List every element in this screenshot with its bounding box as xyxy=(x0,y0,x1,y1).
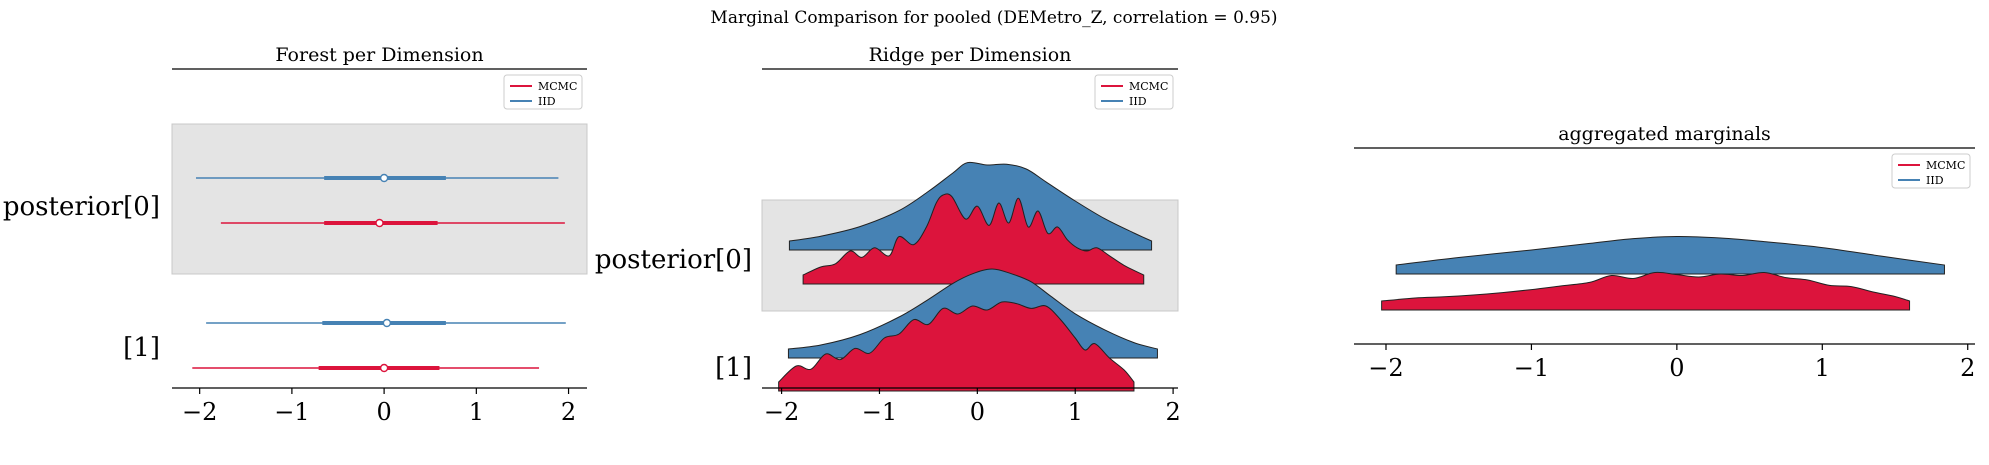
ridge-1 xyxy=(802,193,1145,285)
median-point-1 xyxy=(379,173,389,183)
ridge-0 xyxy=(1395,235,1945,275)
panel-title: aggregated marginals xyxy=(1558,123,1771,145)
x-tick-label: 1 xyxy=(1815,354,1830,382)
x-tick-label: 1 xyxy=(469,398,484,426)
legend-label-mcmc: MCMC xyxy=(1129,80,1168,93)
median-point-2 xyxy=(379,363,389,373)
ridge-0 xyxy=(788,161,1153,251)
x-tick-label: −1 xyxy=(1514,354,1549,382)
legend-label-iid: IID xyxy=(1129,95,1147,108)
panel-title: Ridge per Dimension xyxy=(869,44,1072,66)
x-tick-label: −1 xyxy=(862,398,897,426)
median-point-0 xyxy=(375,218,384,228)
ridge-3 xyxy=(778,301,1135,392)
x-tick-label: 0 xyxy=(1669,354,1684,382)
legend-label-iid: IID xyxy=(1926,174,1944,187)
x-tick-label: 2 xyxy=(561,398,576,426)
dimension-band xyxy=(171,123,588,275)
figure-suptitle: Marginal Comparison for pooled (DEMetro_… xyxy=(710,8,1277,28)
forest-panel: Forest per Dimension posterior[0] [1] −2 −1 0… xyxy=(3,44,588,426)
dimension-label: [1] xyxy=(715,353,752,383)
legend-label-mcmc: MCMC xyxy=(1926,159,1965,172)
x-tick-label: 0 xyxy=(970,398,985,426)
aggregated-panel: aggregated marginals −2 −1 0 1 2 MCMC IID xyxy=(1354,123,1975,382)
ridge-panel: Ridge per Dimension posterior[0] [1] −2 −1 0 1… xyxy=(595,44,1181,426)
x-tick-label: −2 xyxy=(1368,354,1403,382)
x-tick-label: 1 xyxy=(1068,398,1083,426)
legend-label-mcmc: MCMC xyxy=(538,80,577,93)
dimension-label: posterior[0] xyxy=(3,192,160,222)
x-tick-label: 0 xyxy=(376,398,391,426)
x-tick-label: 2 xyxy=(1165,398,1180,426)
dimension-label: posterior[0] xyxy=(595,245,752,275)
x-tick-label: 2 xyxy=(1960,354,1975,382)
x-tick-label: −2 xyxy=(182,398,217,426)
ridge-1 xyxy=(1381,271,1911,311)
x-tick-label: −2 xyxy=(764,398,799,426)
median-point-3 xyxy=(382,318,392,328)
x-tick-label: −1 xyxy=(274,398,309,426)
dimension-label: [1] xyxy=(123,333,160,363)
legend-label-iid: IID xyxy=(538,95,556,108)
panel-title: Forest per Dimension xyxy=(275,44,483,66)
